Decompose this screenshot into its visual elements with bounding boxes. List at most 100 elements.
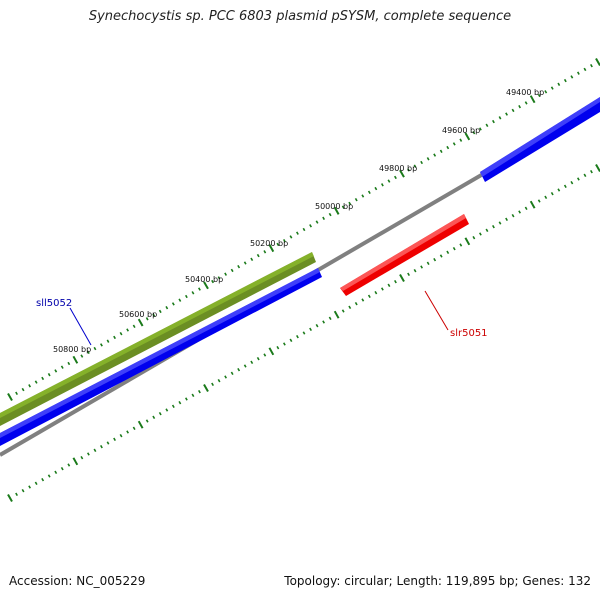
minor-tick <box>322 320 326 324</box>
minor-tick <box>302 227 306 232</box>
minor-tick <box>67 463 71 467</box>
minor-tick <box>54 369 58 373</box>
minor-tick <box>478 232 482 236</box>
minor-tick <box>518 105 522 109</box>
minor-tick <box>165 408 169 412</box>
ruler-label: 50400 bp <box>185 275 223 284</box>
minor-tick <box>289 338 293 342</box>
minor-tick <box>165 306 169 310</box>
minor-tick <box>361 194 365 198</box>
minor-tick <box>230 371 234 375</box>
gene-label-sll5052[interactable]: sll5052 <box>36 298 72 309</box>
minor-tick <box>93 346 97 351</box>
ruler-label: 49600 bp <box>442 126 480 135</box>
minor-tick <box>452 142 456 146</box>
minor-tick <box>315 324 319 328</box>
minor-tick <box>472 236 476 240</box>
minor-tick <box>224 375 228 379</box>
minor-tick <box>433 258 437 262</box>
major-tick <box>595 164 600 172</box>
minor-tick <box>171 404 175 408</box>
minor-tick <box>47 373 51 377</box>
minor-tick <box>282 239 286 243</box>
minor-tick <box>178 298 182 302</box>
major-tick <box>399 274 405 282</box>
minor-tick <box>459 243 463 247</box>
minor-tick <box>100 343 103 347</box>
sll5052-pointer <box>69 307 92 346</box>
minor-tick <box>191 291 195 295</box>
major-tick <box>7 494 13 502</box>
major-tick <box>7 393 13 401</box>
minor-tick <box>590 170 593 174</box>
minor-tick <box>420 265 424 269</box>
minor-tick <box>80 354 84 358</box>
ruler-label: 50800 bp <box>53 345 91 354</box>
ruler-label: 50600 bp <box>119 310 157 319</box>
minor-tick <box>485 228 489 232</box>
gene-label-slr5051[interactable]: slr5051 <box>450 328 488 339</box>
minor-tick <box>354 198 358 202</box>
ruler-label: 50200 bp <box>250 239 288 248</box>
minor-tick <box>341 205 345 209</box>
minor-tick <box>145 419 149 423</box>
minor-tick <box>380 183 384 187</box>
minor-tick <box>282 342 286 346</box>
inner-tick-ring <box>7 164 600 502</box>
minor-tick <box>296 231 299 235</box>
minor-tick <box>570 75 574 79</box>
minor-tick <box>217 379 221 383</box>
minor-tick <box>178 401 182 405</box>
minor-tick <box>28 384 32 388</box>
minor-tick <box>106 339 110 343</box>
gene-sll5052-highlight[interactable] <box>0 252 316 426</box>
minor-tick <box>263 250 267 254</box>
minor-tick <box>407 272 410 276</box>
minor-tick <box>28 485 32 489</box>
minor-tick <box>374 186 378 191</box>
minor-tick <box>191 393 195 397</box>
minor-tick <box>544 90 548 94</box>
minor-tick <box>452 247 456 251</box>
minor-tick <box>243 261 247 265</box>
minor-tick <box>446 250 450 254</box>
minor-tick <box>420 160 424 165</box>
minor-tick <box>86 350 90 354</box>
minor-tick <box>492 119 495 124</box>
minor-tick <box>426 157 430 161</box>
gene-slr5051[interactable] <box>340 214 469 296</box>
minor-tick <box>171 302 175 306</box>
minor-tick <box>590 64 593 68</box>
minor-tick <box>309 224 312 228</box>
minor-tick <box>152 415 156 419</box>
major-tick <box>333 206 340 215</box>
minor-tick <box>106 441 110 445</box>
minor-tick <box>211 279 214 284</box>
minor-tick <box>433 153 437 157</box>
minor-tick <box>237 265 241 269</box>
map-title: Synechocystis sp. PCC 6803 plasmid pSYSM… <box>88 9 512 24</box>
minor-tick <box>132 426 136 430</box>
minor-tick <box>557 82 561 86</box>
minor-tick <box>563 78 567 83</box>
minor-tick <box>309 327 312 331</box>
minor-tick <box>21 489 25 493</box>
minor-tick <box>230 268 234 273</box>
minor-tick <box>60 467 64 471</box>
minor-tick <box>413 164 417 168</box>
minor-tick <box>524 206 528 210</box>
minor-tick <box>322 216 326 220</box>
gene-sll5052[interactable] <box>0 268 322 446</box>
minor-tick <box>132 324 136 328</box>
minor-tick <box>184 397 188 401</box>
minor-tick <box>126 430 130 434</box>
minor-tick <box>544 195 548 199</box>
minor-tick <box>524 101 528 105</box>
minor-tick <box>576 177 580 181</box>
minor-tick <box>367 294 371 298</box>
ruler-label: 50000 bp <box>315 202 353 211</box>
gene-forward-top[interactable] <box>480 97 600 182</box>
minor-tick <box>374 291 378 295</box>
minor-tick <box>394 175 397 180</box>
